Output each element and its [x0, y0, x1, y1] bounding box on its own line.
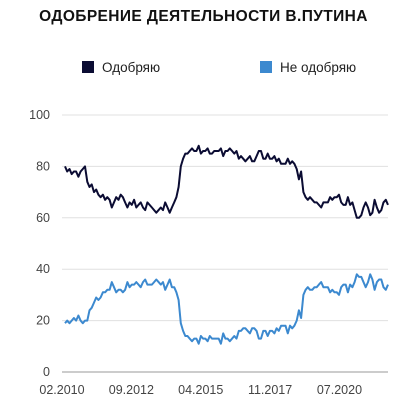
- x-tick-label-0: 02.2010: [39, 383, 84, 397]
- y-tick-label-20: 20: [36, 314, 50, 328]
- legend-swatch-disapprove: [260, 61, 272, 73]
- legend-swatch-approve: [82, 61, 94, 73]
- x-tick-label-2: 04.2015: [178, 383, 223, 397]
- legend: Одобряю Не одобряю: [0, 58, 407, 76]
- legend-item-approve[interactable]: Одобряю: [82, 58, 160, 76]
- series-line-approve: [64, 144, 389, 219]
- x-tick-label-4: 07.2020: [317, 383, 362, 397]
- legend-label-approve: Одобряю: [102, 59, 161, 75]
- legend-item-disapprove[interactable]: Не одобряю: [260, 58, 356, 76]
- series-line-disapprove: [64, 273, 389, 345]
- x-tick-label-3: 11.2017: [248, 383, 292, 397]
- y-tick-label-0: 0: [43, 365, 50, 379]
- chart-title: ОДОБРЕНИЕ ДЕЯТЕЛЬНОСТИ В.ПУТИНА: [39, 8, 368, 25]
- legend-label-disapprove: Не одобряю: [280, 59, 357, 75]
- y-tick-label-80: 80: [36, 159, 50, 173]
- y-tick-label-100: 100: [29, 108, 50, 122]
- y-tick-label-40: 40: [36, 262, 50, 276]
- x-tick-label-1: 09.2012: [109, 383, 154, 397]
- y-tick-label-60: 60: [36, 211, 50, 225]
